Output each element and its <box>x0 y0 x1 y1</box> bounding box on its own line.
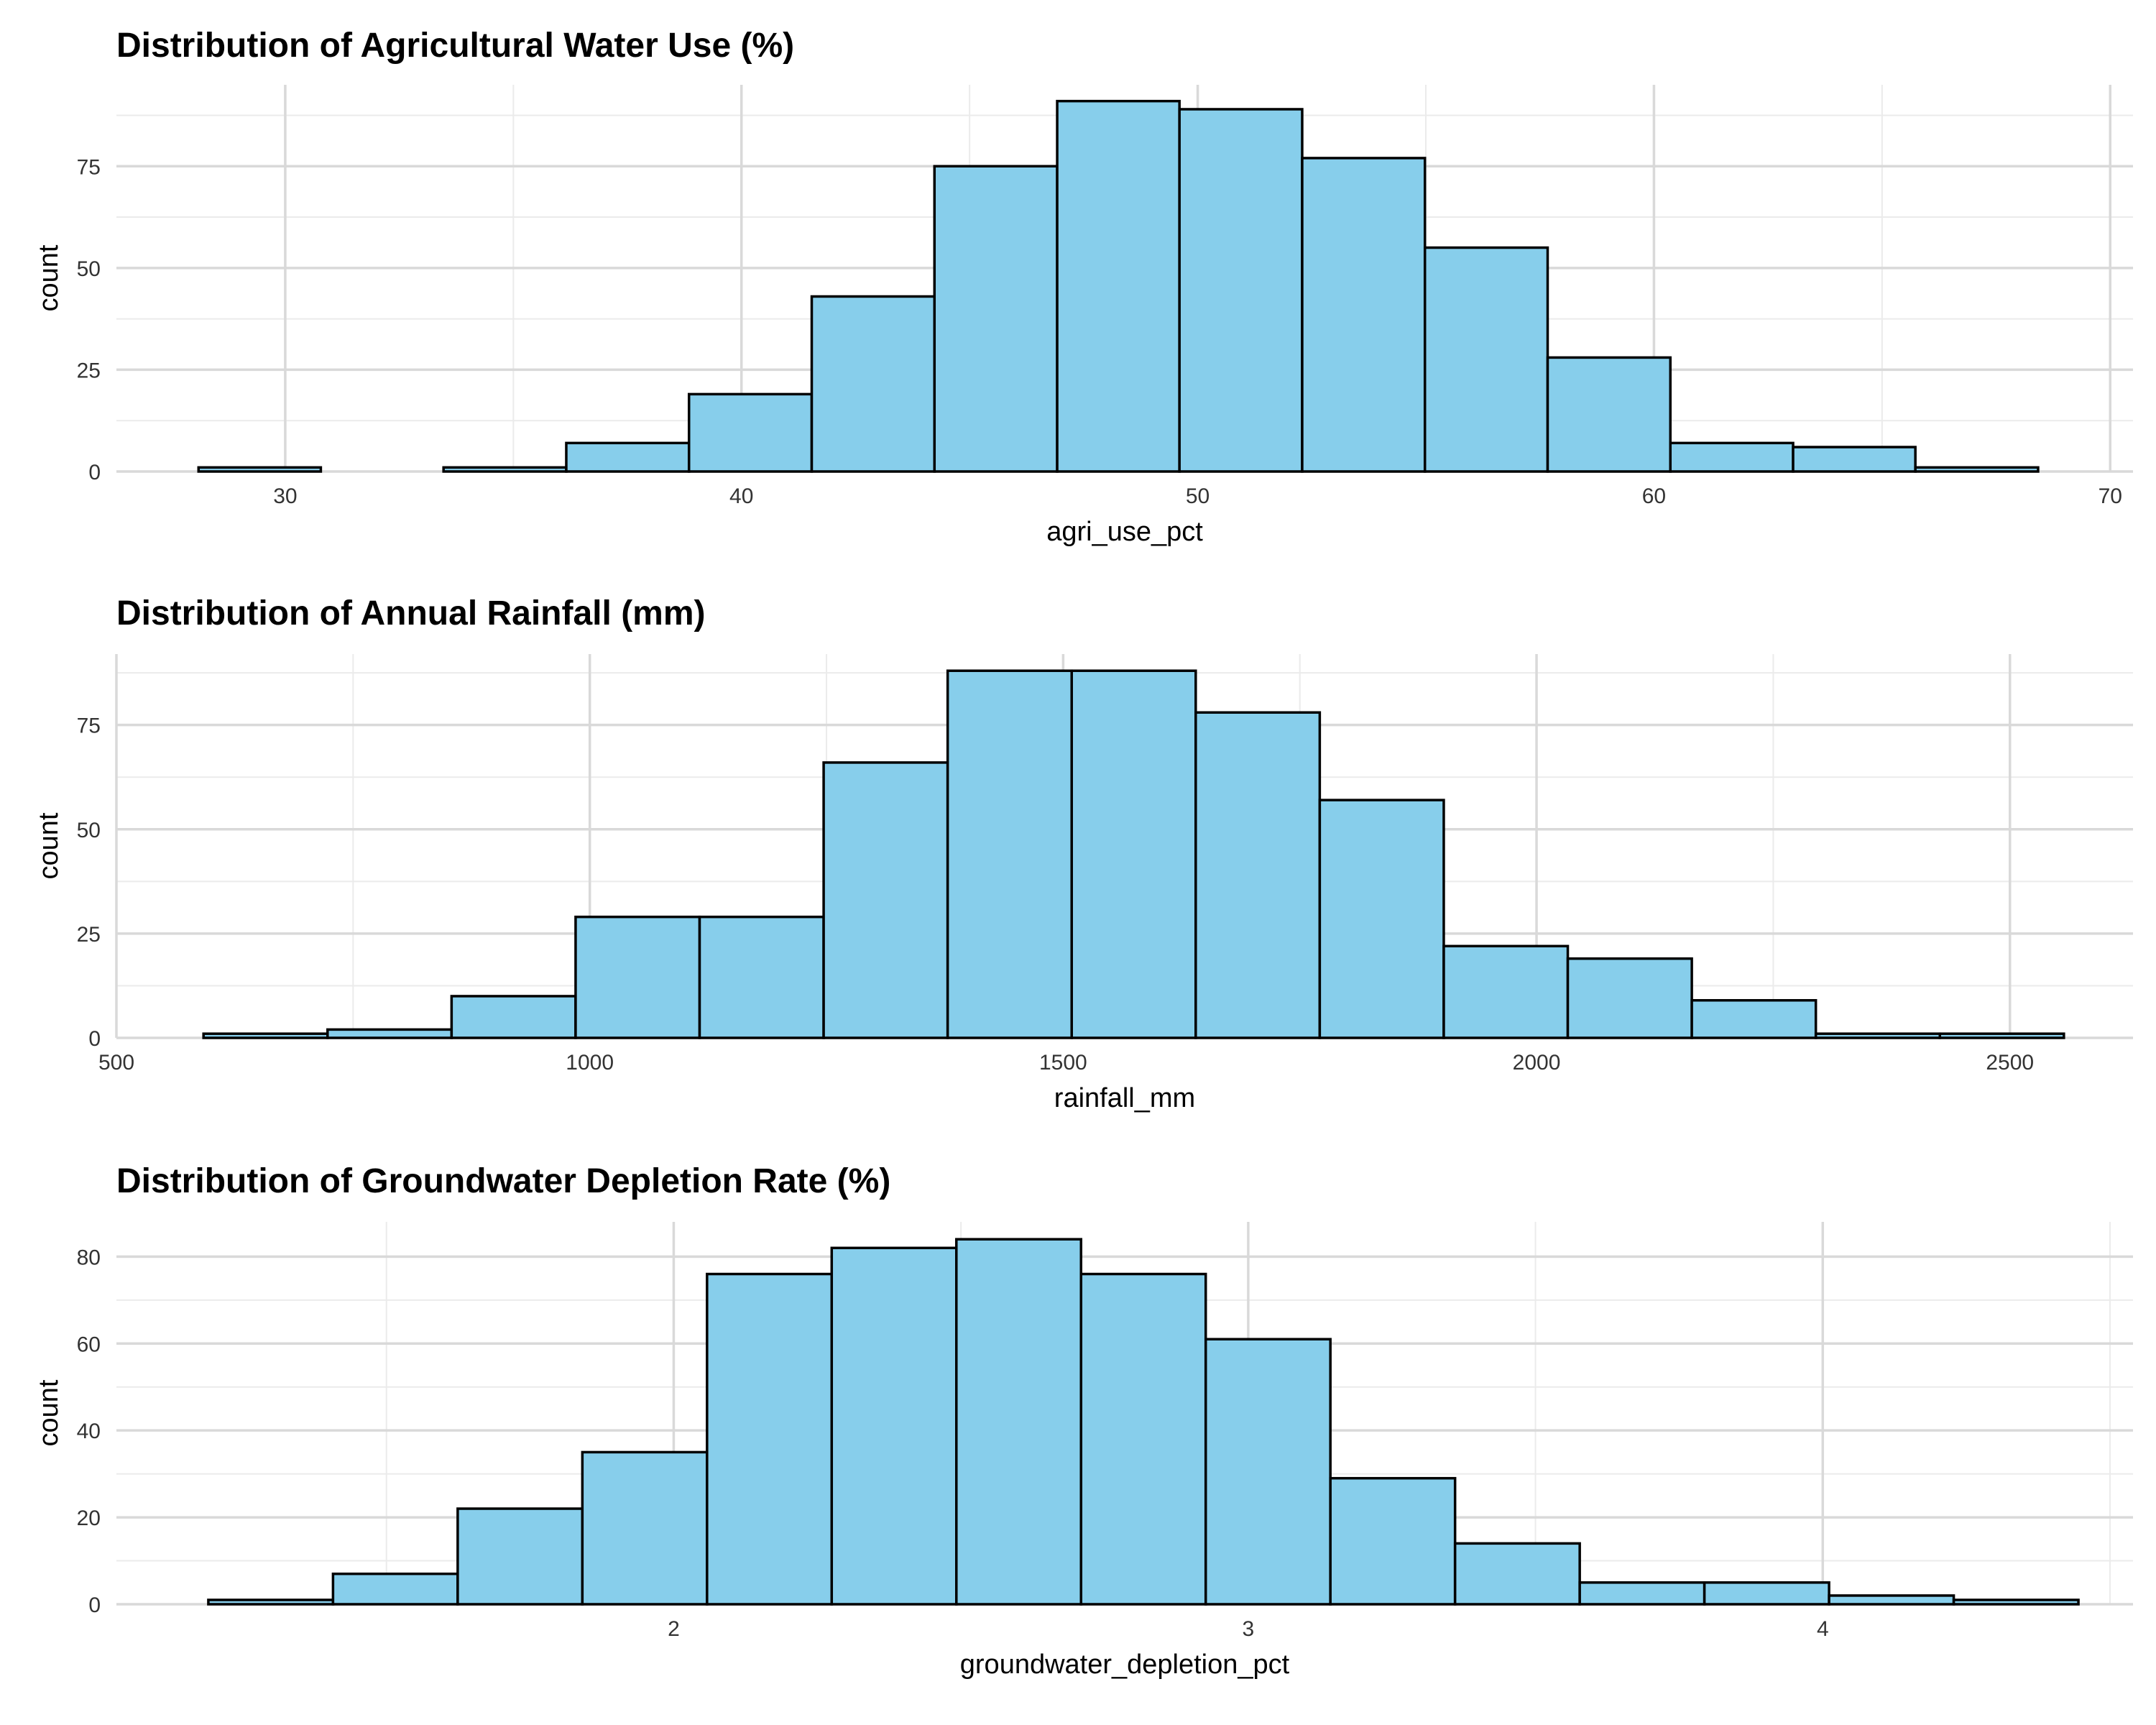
histogram-bar <box>1814 1032 1942 1039</box>
histogram-bar <box>1952 1598 2080 1606</box>
y-tick-label: 25 <box>77 923 101 947</box>
y-axis-ticks: 0 25 50 75 <box>77 714 101 1051</box>
histogram-bar <box>326 1028 453 1039</box>
histogram-bar <box>1828 1594 1955 1606</box>
histogram-bar <box>1423 246 1549 473</box>
histogram-bar <box>1566 957 1693 1039</box>
histogram-bar <box>698 915 825 1039</box>
histogram-bars <box>202 669 2065 1039</box>
x-tick-label: 3 <box>1243 1617 1255 1641</box>
histogram-bar <box>1301 157 1427 473</box>
histogram-bar <box>565 441 691 473</box>
x-tick-label: 40 <box>729 484 753 508</box>
x-axis-ticks: 30 40 50 60 70 <box>273 484 2122 508</box>
histogram-bar <box>1453 1542 1581 1606</box>
y-tick-label: 60 <box>77 1333 101 1356</box>
histogram-bar <box>1318 799 1445 1039</box>
chart-title: Distribution of Agricultural Water Use (… <box>116 27 795 65</box>
y-tick-label: 40 <box>77 1420 101 1443</box>
x-tick-label: 70 <box>2099 484 2122 508</box>
chart-title: Distribution of Annual Rainfall (mm) <box>116 594 706 632</box>
histogram-bar <box>706 1272 834 1606</box>
x-tick-label: 1000 <box>566 1051 614 1075</box>
y-axis-label: count <box>34 1379 64 1446</box>
x-tick-label: 1500 <box>1039 1051 1087 1075</box>
histogram-bar <box>933 165 1059 473</box>
x-axis-label: agri_use_pct <box>1046 517 1203 547</box>
histogram-rainfall: 0 25 50 75 500 1000 1500 2000 2500 rainfall_mm cou… <box>34 654 2133 1113</box>
histogram-bar <box>581 1450 709 1606</box>
histogram-bar <box>1703 1581 1830 1606</box>
y-tick-label: 50 <box>77 257 101 281</box>
x-tick-label: 2000 <box>1513 1051 1561 1075</box>
panel-agri-use: Distribution of Agricultural Water Use (… <box>0 0 2156 575</box>
x-tick-label: 4 <box>1817 1617 1829 1641</box>
histogram-bar <box>822 761 949 1039</box>
histogram-bars <box>207 1238 2080 1606</box>
histogram-bar <box>1194 711 1322 1039</box>
histogram-bar <box>1442 944 1570 1039</box>
histogram-bar <box>1938 1032 2065 1039</box>
histogram-bar <box>1578 1581 1706 1606</box>
histogram-bar <box>1178 108 1304 473</box>
histogram-bar <box>1070 669 1197 1039</box>
histogram-bars <box>197 99 2040 473</box>
y-tick-label: 75 <box>77 714 101 738</box>
x-axis-ticks: 2 3 4 <box>668 1617 1829 1641</box>
histogram-bar <box>450 995 577 1039</box>
histogram-bar <box>1329 1476 1457 1606</box>
chart-title: Distribution of Groundwater Depletion Ra… <box>116 1162 891 1200</box>
histogram-bar <box>1669 441 1795 473</box>
histogram-bar <box>1792 446 1917 473</box>
panel-rainfall: Distribution of Annual Rainfall (mm) 0 25… <box>0 568 2156 1136</box>
y-tick-label: 80 <box>77 1246 101 1269</box>
y-axis-label: count <box>34 244 64 311</box>
x-tick-label: 2500 <box>1986 1051 2034 1075</box>
histogram-bar <box>1546 356 1672 473</box>
y-tick-label: 0 <box>88 1027 101 1051</box>
histogram-bar <box>197 466 323 473</box>
histogram-bar <box>810 295 936 473</box>
histogram-bar <box>1079 1272 1207 1606</box>
histogram-bar <box>955 1238 1082 1606</box>
histogram-groundwater: 0 20 40 60 80 2 3 4 groundwater_depletion_pct cou… <box>34 1222 2133 1680</box>
y-tick-label: 50 <box>77 819 101 842</box>
x-axis-ticks: 500 1000 1500 2000 2500 <box>98 1051 2034 1075</box>
histogram-bar <box>574 915 701 1039</box>
x-axis-label: groundwater_depletion_pct <box>960 1650 1290 1680</box>
x-tick-label: 50 <box>1186 484 1210 508</box>
histogram-bar <box>442 466 568 473</box>
histogram-bar <box>202 1032 329 1039</box>
y-tick-label: 75 <box>77 155 101 179</box>
y-axis-ticks: 0 25 50 75 <box>77 155 101 484</box>
histogram-bar <box>331 1572 459 1606</box>
y-tick-label: 20 <box>77 1506 101 1530</box>
x-tick-label: 2 <box>668 1617 680 1641</box>
y-tick-label: 25 <box>77 359 101 382</box>
histogram-bar <box>1690 999 1818 1039</box>
x-tick-label: 500 <box>98 1051 134 1075</box>
y-axis-ticks: 0 20 40 60 80 <box>77 1246 101 1617</box>
x-tick-label: 60 <box>1642 484 1666 508</box>
histogram-bar <box>1056 99 1181 473</box>
histogram-bar <box>207 1598 335 1606</box>
x-tick-label: 30 <box>273 484 297 508</box>
panel-groundwater: Distribution of Groundwater Depletion Ra… <box>0 1136 2156 1725</box>
histogram-agri-use: 0 25 50 75 30 40 50 60 70 agri_use_pct count <box>34 85 2133 547</box>
y-tick-label: 0 <box>88 1593 101 1617</box>
histogram-bar <box>456 1507 584 1606</box>
y-axis-label: count <box>34 812 64 879</box>
y-tick-label: 0 <box>88 461 101 484</box>
histogram-bar <box>946 669 1073 1039</box>
histogram-bar <box>1914 466 2040 473</box>
histogram-bar <box>1204 1338 1332 1606</box>
histogram-bar <box>687 392 814 473</box>
x-axis-label: rainfall_mm <box>1054 1083 1195 1113</box>
histogram-bar <box>830 1246 958 1606</box>
